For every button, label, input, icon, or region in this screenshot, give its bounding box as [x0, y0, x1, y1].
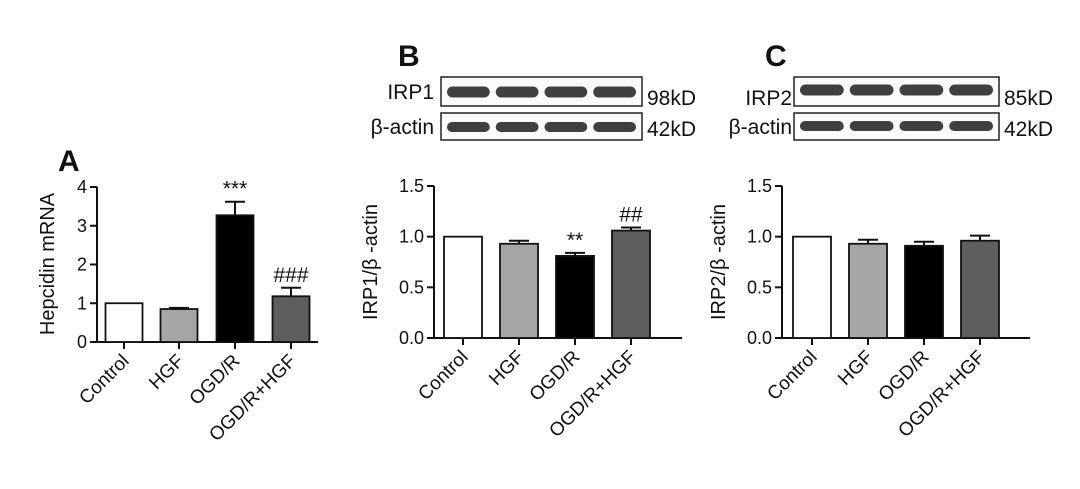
- bar-a-2: [159, 308, 199, 343]
- y-tick-label-c: 1.0: [747, 227, 772, 247]
- y-axis-label-b: IRP1/β -actin: [360, 204, 382, 320]
- y-tick-label-b: 0.0: [399, 328, 424, 348]
- blot-c-row2-size: 42kD: [1004, 118, 1053, 141]
- y-tick-label-b: 1.5: [399, 176, 424, 196]
- bar-b-2: [499, 242, 539, 339]
- category-label-b-1: Control: [414, 347, 472, 405]
- y-tick-label-b: 0.5: [399, 277, 424, 297]
- blot-c-row1-band-1: [800, 84, 844, 96]
- bar-a-4: [271, 295, 311, 343]
- blot-b-row1-label: IRP1: [387, 81, 434, 104]
- blot-b-row1-size: 98kD: [647, 87, 696, 110]
- blot-c-row1-label: IRP2: [745, 87, 792, 110]
- bar-c-4: [960, 239, 1000, 339]
- category-label-a-1: Control: [75, 351, 133, 409]
- significance-label-b-3: **: [567, 229, 583, 252]
- category-label-c-1: Control: [763, 347, 821, 405]
- blot-b-row1-band-4: [593, 86, 636, 98]
- blot-c-row2-label: β-actin: [729, 116, 792, 139]
- y-tick-label-a: 3: [77, 216, 87, 236]
- blot-c-row2-band-1: [800, 121, 844, 131]
- blot-c-row2-band-3: [899, 121, 944, 131]
- bar-a-3: [215, 214, 255, 343]
- blot-c-row2-band-2: [849, 121, 894, 131]
- y-tick-label-c: 0.0: [747, 328, 772, 348]
- western-blot-b: B IRP1 β-actin 98kD 42kD: [371, 40, 696, 141]
- category-label-b-2: HGF: [485, 347, 528, 390]
- blot-b-row1-band-3: [544, 86, 588, 98]
- y-tick-label-a: 2: [77, 255, 87, 275]
- blot-b-row1-band-2: [495, 86, 539, 98]
- blot-b-row2-band-1: [447, 122, 490, 132]
- y-tick-label-a: 4: [77, 177, 87, 197]
- blot-b-row2-band-4: [593, 122, 636, 132]
- blot-c-row2-band-4: [949, 121, 993, 131]
- significance-label-b-4: ##: [619, 204, 643, 227]
- category-label-a-2: HGF: [145, 351, 188, 394]
- bar-c-3: [904, 244, 944, 339]
- panel-letter-a: A: [58, 145, 80, 178]
- y-tick-label-a: 1: [77, 293, 87, 313]
- blot-b-row2-label: β-actin: [371, 116, 434, 139]
- blot-b-row2-size: 42kD: [647, 118, 696, 141]
- blot-c-row1-band-4: [949, 84, 993, 96]
- y-axis-label-c: IRP2/β -actin: [708, 204, 730, 320]
- blot-c-row1-band-3: [899, 84, 944, 96]
- blot-b-row2-bands: [447, 122, 636, 132]
- blot-b-row1-band-1: [447, 86, 490, 98]
- panel-letter-b: B: [398, 40, 420, 73]
- y-tick-label-c: 0.5: [747, 277, 772, 297]
- category-label-c-2: HGF: [834, 347, 877, 390]
- blot-b-row2-band-3: [544, 122, 588, 132]
- bar-c-2: [848, 242, 888, 339]
- panel-letter-c: C: [765, 40, 787, 73]
- bar-a-1: [104, 302, 144, 343]
- blot-c-row1-bands: [800, 84, 993, 96]
- y-tick-label-a: 0: [77, 332, 87, 352]
- significance-label-a-4: ###: [273, 264, 308, 287]
- significance-label-a-3: ***: [223, 178, 248, 201]
- bar-b-3: [555, 255, 595, 339]
- y-tick-label-b: 1.0: [399, 227, 424, 247]
- bar-b-4: [611, 229, 651, 339]
- y-axis-label-a: Hepcidin mRNA: [37, 192, 59, 335]
- blot-b-row1-bands: [447, 86, 636, 98]
- blot-b-row2-band-2: [495, 122, 539, 132]
- blot-c-row1-band-2: [849, 84, 894, 96]
- western-blot-c: C IRP2 β-actin 85kD 42kD: [729, 40, 1053, 141]
- blot-c-row2-bands: [800, 121, 993, 131]
- bar-b-1: [443, 235, 483, 339]
- y-tick-label-c: 1.5: [747, 176, 772, 196]
- bar-c-1: [792, 235, 832, 339]
- blot-c-row1-size: 85kD: [1004, 87, 1053, 110]
